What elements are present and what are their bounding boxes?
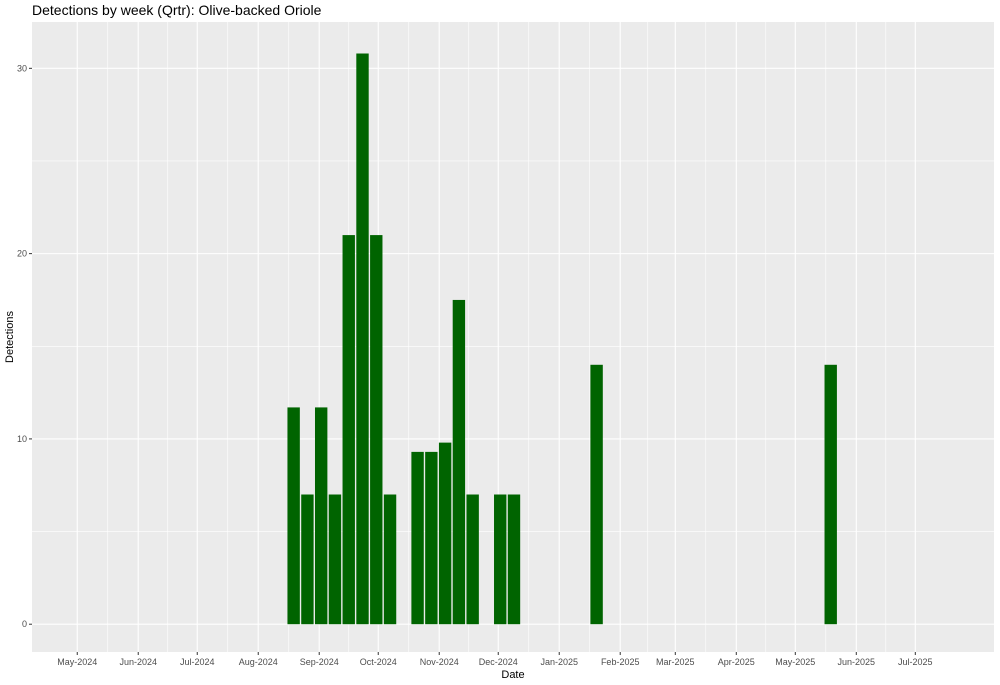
x-tick-label: May-2024 bbox=[57, 657, 97, 667]
x-tick-label: Jun-2025 bbox=[838, 657, 876, 667]
x-tick-label: May-2025 bbox=[775, 657, 815, 667]
bar bbox=[370, 235, 383, 625]
x-tick-label: Sep-2024 bbox=[300, 657, 339, 667]
y-tick-label: 20 bbox=[17, 249, 27, 259]
bar bbox=[425, 451, 438, 625]
bar bbox=[411, 451, 424, 625]
bar bbox=[494, 494, 507, 625]
bar bbox=[356, 53, 369, 625]
x-tick-label: Aug-2024 bbox=[239, 657, 278, 667]
x-tick-label: Jul-2024 bbox=[180, 657, 215, 667]
bar bbox=[438, 442, 452, 625]
bar bbox=[301, 494, 314, 625]
bar bbox=[507, 494, 521, 625]
bar bbox=[466, 494, 479, 625]
x-tick-label: Mar-2025 bbox=[656, 657, 695, 667]
bar bbox=[590, 364, 603, 625]
bar bbox=[314, 407, 328, 625]
x-tick-label: Jun-2024 bbox=[119, 657, 157, 667]
y-axis-title: Detections bbox=[4, 311, 16, 363]
bar bbox=[287, 407, 300, 625]
bar bbox=[383, 494, 397, 625]
bars bbox=[287, 53, 837, 625]
y-tick-label: 30 bbox=[17, 63, 27, 73]
x-tick-label: Dec-2024 bbox=[479, 657, 518, 667]
bar bbox=[328, 494, 342, 625]
axes: 0 10 20 30 May-2024 Jun-2024 Jul-2024 Aug-2024 S… bbox=[17, 63, 933, 667]
bar bbox=[342, 235, 355, 625]
chart-title: Detections by week (Qrtr): Olive-backed … bbox=[32, 2, 322, 18]
x-axis-title: Date bbox=[501, 669, 524, 681]
x-tick-label: Oct-2024 bbox=[360, 657, 397, 667]
x-tick-label: Feb-2025 bbox=[601, 657, 640, 667]
bar bbox=[824, 364, 837, 625]
x-tick-label: Jan-2025 bbox=[540, 657, 578, 667]
y-tick-label: 0 bbox=[22, 619, 27, 629]
x-tick-label: Apr-2025 bbox=[718, 657, 755, 667]
bar bbox=[452, 299, 466, 625]
x-tick-label: Nov-2024 bbox=[420, 657, 459, 667]
y-tick-label: 10 bbox=[17, 434, 27, 444]
x-tick-label: Jul-2025 bbox=[898, 657, 933, 667]
